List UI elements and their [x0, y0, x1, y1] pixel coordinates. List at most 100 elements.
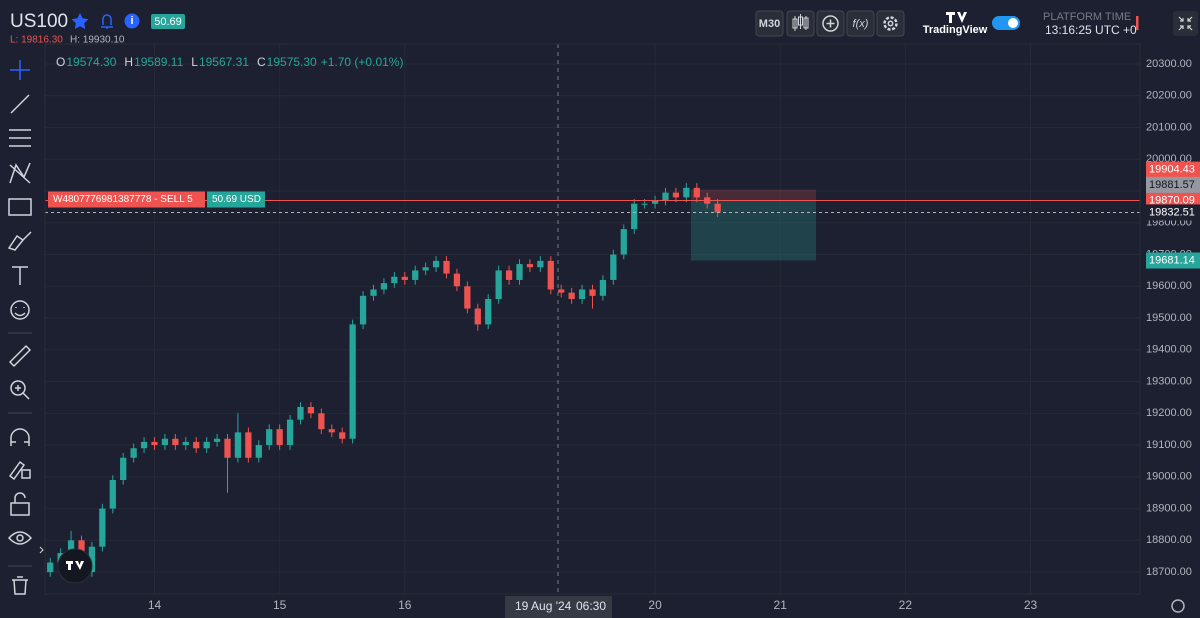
platform-time-label: PLATFORM TIME [1043, 11, 1131, 23]
candle-body [578, 289, 586, 299]
settings-button[interactable] [876, 10, 905, 37]
candle-body [67, 540, 75, 554]
trash-tool[interactable] [12, 576, 28, 595]
position-tool[interactable] [8, 198, 32, 216]
symbol[interactable]: US100 [10, 11, 68, 32]
candle-body [328, 429, 335, 433]
candle-body [213, 438, 221, 442]
price-tag: 19881.57 [1149, 179, 1195, 191]
interval-button[interactable] [755, 10, 784, 37]
visibility-tool[interactable] [7, 531, 33, 545]
eye [16, 534, 24, 542]
magnet-tool[interactable] [10, 428, 30, 446]
crosshair-tool[interactable] [10, 60, 30, 80]
info-i: i [130, 15, 133, 27]
zoom-tool[interactable] [10, 380, 26, 396]
tv-badge-logo [66, 561, 84, 570]
star-icon[interactable] [71, 13, 89, 29]
crosshair-label-bg [505, 596, 612, 618]
interval: M30 [759, 18, 780, 30]
brand: TradingView [923, 24, 988, 36]
brush-tool[interactable] [7, 231, 32, 251]
zoom-lens [15, 385, 30, 400]
text-tool[interactable] [12, 266, 28, 285]
stop-zone [691, 189, 816, 201]
candle-body [99, 508, 106, 547]
emoji-tool[interactable] [10, 300, 30, 320]
candle-body [359, 295, 367, 325]
position-pnl: 50.69 USD [212, 194, 261, 205]
candle-body [203, 441, 210, 449]
price-tag: 19832.51 [1149, 206, 1195, 218]
lock-shackle [14, 492, 26, 503]
line-tool[interactable] [10, 94, 30, 114]
lock-tool[interactable] [10, 502, 30, 516]
legend-key: L [191, 55, 198, 69]
price-tag-bg [1146, 252, 1200, 269]
platform-time: 13:16:25 UTC +0 [1045, 23, 1137, 37]
fullscreen-button[interactable] [1173, 11, 1198, 36]
legend-value: 19567.31 [199, 55, 249, 69]
y-tick-label: 20200.00 [1146, 90, 1192, 102]
x-tick-label: 20 [648, 598, 662, 612]
candle-body [401, 276, 408, 280]
crosshair-time: 06:30 [576, 599, 606, 613]
fib-tool[interactable] [9, 129, 31, 147]
settings-corner[interactable] [1171, 599, 1185, 613]
lock-draw-tool[interactable] [8, 460, 31, 481]
y-tick-label: 18800.00 [1146, 534, 1192, 546]
y-tick-label: 19100.00 [1146, 439, 1192, 451]
collapse-toggle[interactable] [39, 546, 44, 554]
y-tick-label: 19400.00 [1146, 344, 1192, 356]
plus-circle [822, 15, 839, 32]
info-icon[interactable] [124, 13, 140, 29]
candle-body [318, 413, 325, 430]
candle-body [589, 289, 596, 296]
candle-body [307, 406, 315, 414]
tv-badge [57, 548, 93, 584]
candle-body [234, 432, 242, 458]
candle-body [130, 448, 137, 458]
target-zone [691, 200, 816, 261]
pattern-tool[interactable] [9, 162, 31, 184]
position-label-bg[interactable] [48, 191, 205, 208]
y-tick-label: 19000.00 [1146, 471, 1192, 483]
price-tag-bg [1146, 204, 1200, 221]
candle-body [245, 432, 252, 458]
price-tag: 19904.43 [1149, 164, 1195, 176]
candle-body [47, 562, 54, 573]
position-label: W4807776981387778 - SELL 5 [53, 194, 193, 205]
alert-icon[interactable] [101, 14, 113, 29]
x-tick-label: 15 [273, 598, 287, 612]
candle-body [547, 260, 554, 290]
x-tick-label: 21 [774, 598, 788, 612]
candle-body [193, 441, 200, 449]
candle-body [224, 438, 231, 458]
candle-body [568, 292, 575, 299]
fullscreen-icon [1178, 16, 1193, 31]
y-tick-label: 19200.00 [1146, 407, 1192, 419]
candle-body [266, 429, 273, 446]
fx-button[interactable] [846, 10, 875, 37]
legend-value: 19574.30 [66, 55, 116, 69]
gear [883, 16, 898, 31]
candle-body [537, 260, 544, 268]
candle-body [412, 270, 419, 280]
candle-body [714, 203, 721, 213]
y-tick-label: 20100.00 [1146, 121, 1192, 133]
legend-key: O [56, 55, 65, 69]
badge: 50.69 [154, 16, 182, 28]
x-tick-label: 23 [1024, 598, 1038, 612]
position-pnl-bg [207, 191, 265, 208]
candle-body [286, 419, 294, 446]
legend-key: C [257, 55, 266, 69]
legend-value: 19575.30 [267, 55, 317, 69]
candle-body [651, 200, 659, 204]
candle-body [558, 289, 565, 293]
candle-body [610, 254, 617, 280]
ruler-tool[interactable] [8, 344, 32, 368]
candle-body [339, 432, 346, 439]
candle-body [526, 264, 534, 268]
